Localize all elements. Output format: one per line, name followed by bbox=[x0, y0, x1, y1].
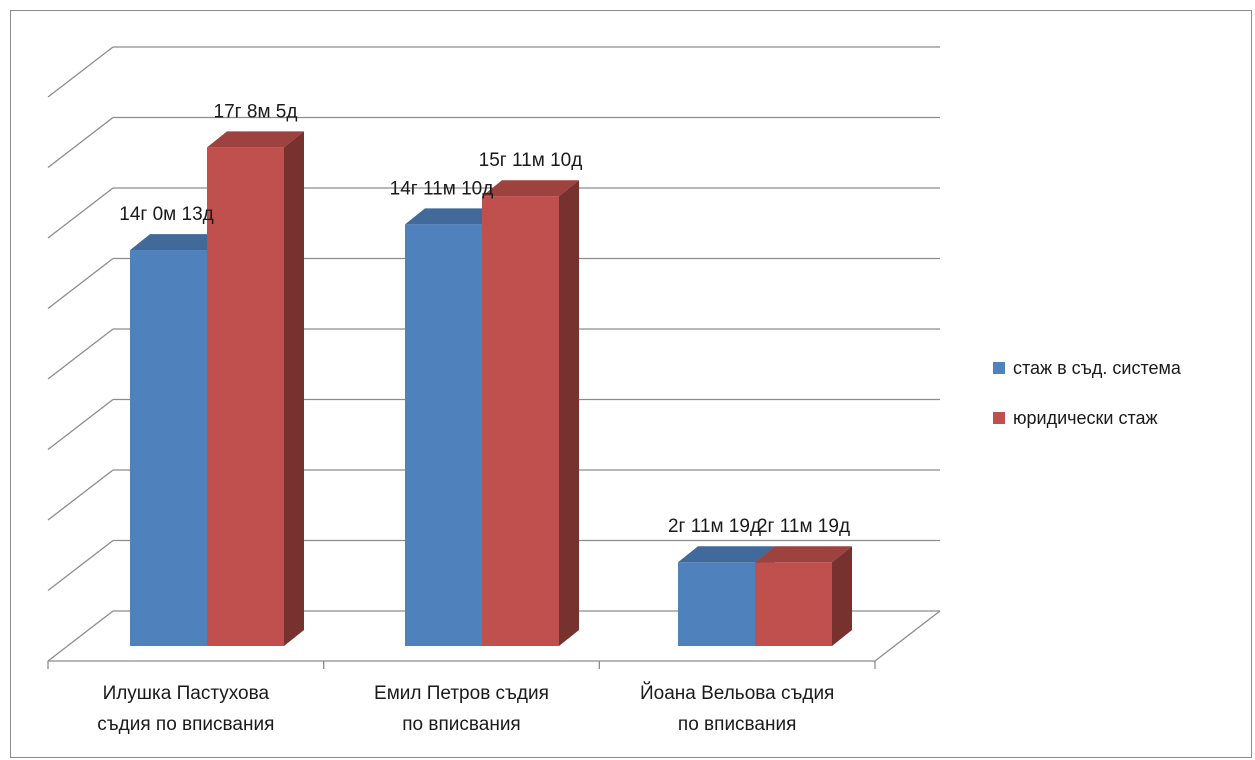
bar-front bbox=[755, 562, 832, 646]
gridline-side bbox=[47, 116, 114, 169]
bar bbox=[755, 546, 852, 646]
data-label: 14г 0м 13д bbox=[119, 204, 213, 225]
bar-side bbox=[559, 180, 579, 646]
bar-front bbox=[405, 224, 482, 646]
bar bbox=[482, 180, 579, 646]
category-label: Илушка Пастухова bbox=[103, 683, 270, 704]
category-label: по вписвания bbox=[402, 714, 520, 735]
floor-right-edge bbox=[874, 610, 941, 662]
legend-label: стаж в съд. система bbox=[1013, 358, 1182, 378]
gridline-side bbox=[47, 257, 114, 310]
chart-bars bbox=[130, 131, 852, 646]
bar-side bbox=[832, 546, 852, 646]
category-labels: Илушка Пастухова съдия по вписвания Емил П… bbox=[97, 682, 834, 735]
data-label: 2г 11м 19д bbox=[668, 516, 761, 537]
gridline-side bbox=[47, 187, 114, 239]
category-label: съдия по вписвания bbox=[97, 714, 274, 735]
data-label: 15г 11м 10д bbox=[479, 150, 583, 171]
chart-floor bbox=[47, 610, 941, 669]
gridline-side bbox=[47, 469, 114, 521]
legend-swatch bbox=[993, 362, 1005, 374]
legend-label: юридически стаж bbox=[1013, 408, 1158, 428]
data-labels: 14г 0м 13д 14г 11м 10д 2г 11м 19д 17г 8м 5д… bbox=[119, 101, 850, 537]
data-label: 14г 11м 10д bbox=[390, 178, 494, 199]
bar-side bbox=[284, 131, 304, 646]
gridline-side bbox=[47, 46, 114, 98]
category-label: по вписвания bbox=[678, 714, 796, 735]
bar-front bbox=[207, 147, 284, 646]
bar-top bbox=[130, 234, 227, 251]
data-label: 2г 11м 19д bbox=[757, 516, 850, 537]
legend-swatch bbox=[993, 412, 1005, 424]
bar bbox=[207, 131, 304, 646]
gridline-side bbox=[47, 610, 114, 662]
bar-top bbox=[207, 131, 304, 148]
bar-top bbox=[755, 546, 852, 563]
gridline-side bbox=[47, 398, 114, 451]
bar-front bbox=[130, 250, 207, 646]
category-label: Емил Петров съдия bbox=[374, 683, 549, 704]
data-label: 17г 8м 5д bbox=[214, 101, 298, 122]
bar-top bbox=[482, 180, 579, 197]
gridline-side bbox=[47, 328, 114, 380]
category-label: Йоана Вельова съдия bbox=[640, 682, 834, 704]
bar-top bbox=[405, 208, 502, 225]
bar-top bbox=[678, 546, 775, 563]
legend: стаж в съд. система юридически стаж bbox=[993, 358, 1182, 428]
bar-front bbox=[482, 196, 559, 646]
gridline-side bbox=[47, 539, 114, 592]
bar-front bbox=[678, 562, 755, 646]
